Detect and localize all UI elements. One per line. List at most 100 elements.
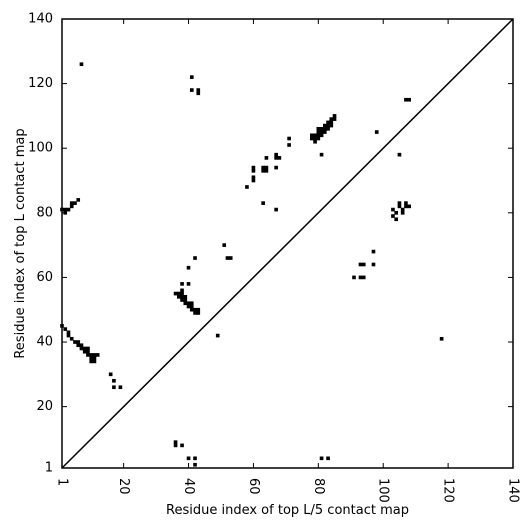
contact-point xyxy=(183,298,188,302)
contact-point xyxy=(374,130,379,134)
contact-point xyxy=(186,456,191,461)
contact-point xyxy=(313,136,317,141)
contact-point xyxy=(319,456,324,461)
contact-point xyxy=(183,294,188,299)
contact-point xyxy=(95,353,100,357)
contact-point xyxy=(79,346,84,351)
contact-point xyxy=(326,127,330,131)
contact-point xyxy=(196,307,201,312)
contact-point xyxy=(352,275,356,280)
contact-point xyxy=(329,123,334,128)
x-tick-label: 140 xyxy=(506,478,521,503)
contact-point xyxy=(66,333,71,338)
contact-point xyxy=(79,343,84,348)
x-tick-label: 40 xyxy=(181,478,196,495)
contact-point xyxy=(329,120,334,125)
contact-point xyxy=(189,304,194,309)
contact-point xyxy=(196,88,201,92)
contact-point xyxy=(189,301,194,306)
contact-point xyxy=(69,204,74,209)
contact-point xyxy=(66,330,71,335)
contact-point xyxy=(316,136,321,141)
x-tick-label: 60 xyxy=(246,478,261,495)
contact-point xyxy=(264,156,269,160)
contact-point xyxy=(86,353,90,357)
contact-point xyxy=(180,298,184,302)
axis-ticks xyxy=(61,18,514,469)
contact-point xyxy=(82,349,87,354)
contact-point xyxy=(173,291,178,296)
contact-point xyxy=(69,336,74,341)
contact-point xyxy=(251,178,256,183)
contact-point xyxy=(193,456,197,461)
contact-point xyxy=(66,207,71,212)
contact-point xyxy=(361,262,366,267)
contact-point xyxy=(319,130,324,134)
contact-point xyxy=(193,462,197,467)
contact-point xyxy=(73,201,77,205)
contact-point xyxy=(391,214,395,218)
contact-point xyxy=(63,207,68,212)
contact-point xyxy=(92,356,97,360)
x-axis-label: Residue index of top L/5 contact map xyxy=(166,503,409,518)
contact-point xyxy=(400,210,405,215)
y-tick-label: 140 xyxy=(28,12,53,27)
contact-point xyxy=(391,207,395,212)
y-tick-label: 1 xyxy=(45,461,53,476)
contact-point xyxy=(251,165,256,170)
contact-point xyxy=(180,288,184,293)
contact-point xyxy=(319,127,324,131)
contact-point xyxy=(183,301,188,306)
contact-point xyxy=(264,169,269,173)
contact-point xyxy=(439,336,444,341)
contact-point xyxy=(186,304,191,309)
contact-point xyxy=(86,346,90,351)
contact-point xyxy=(274,152,278,157)
contact-point xyxy=(329,117,334,121)
contact-point xyxy=(394,217,399,222)
contact-point xyxy=(76,340,81,344)
contact-point xyxy=(76,343,81,348)
contact-point xyxy=(173,440,178,444)
contact-point xyxy=(228,256,233,260)
contact-point xyxy=(322,123,327,128)
contact-point xyxy=(180,443,184,448)
contact-point xyxy=(274,207,278,212)
contact-point xyxy=(180,282,184,286)
contact-point xyxy=(118,385,123,390)
contact-point xyxy=(400,207,405,212)
contact-point xyxy=(173,443,178,448)
contact-point xyxy=(326,456,330,461)
contact-point xyxy=(196,91,201,96)
contact-point xyxy=(322,127,327,131)
contact-point xyxy=(69,201,74,205)
contact-point xyxy=(358,262,363,267)
contact-point xyxy=(112,385,116,390)
y-axis-label: Residue index of top L contact map xyxy=(13,128,28,358)
contact-point xyxy=(404,97,408,102)
scatter-points xyxy=(60,62,444,467)
contact-point xyxy=(371,249,376,254)
y-tick-label: 40 xyxy=(36,335,53,350)
contact-point xyxy=(310,136,314,141)
x-tick-label: 80 xyxy=(311,478,326,495)
contact-point xyxy=(225,256,230,260)
contact-point xyxy=(274,165,278,170)
contact-point xyxy=(180,294,184,299)
contact-point xyxy=(332,114,337,118)
contact-point xyxy=(92,359,97,364)
contact-point xyxy=(358,275,363,280)
contact-point xyxy=(176,294,181,299)
contact-point xyxy=(274,156,278,160)
contact-point xyxy=(82,346,87,351)
y-tick-label: 20 xyxy=(36,399,53,414)
contact-point xyxy=(319,152,324,157)
contact-point xyxy=(326,120,330,125)
contact-point xyxy=(397,152,402,157)
contact-point xyxy=(215,333,220,338)
diagonal-line xyxy=(61,18,514,469)
contact-point xyxy=(277,156,282,160)
contact-point xyxy=(251,175,256,180)
contact-point xyxy=(89,353,94,357)
